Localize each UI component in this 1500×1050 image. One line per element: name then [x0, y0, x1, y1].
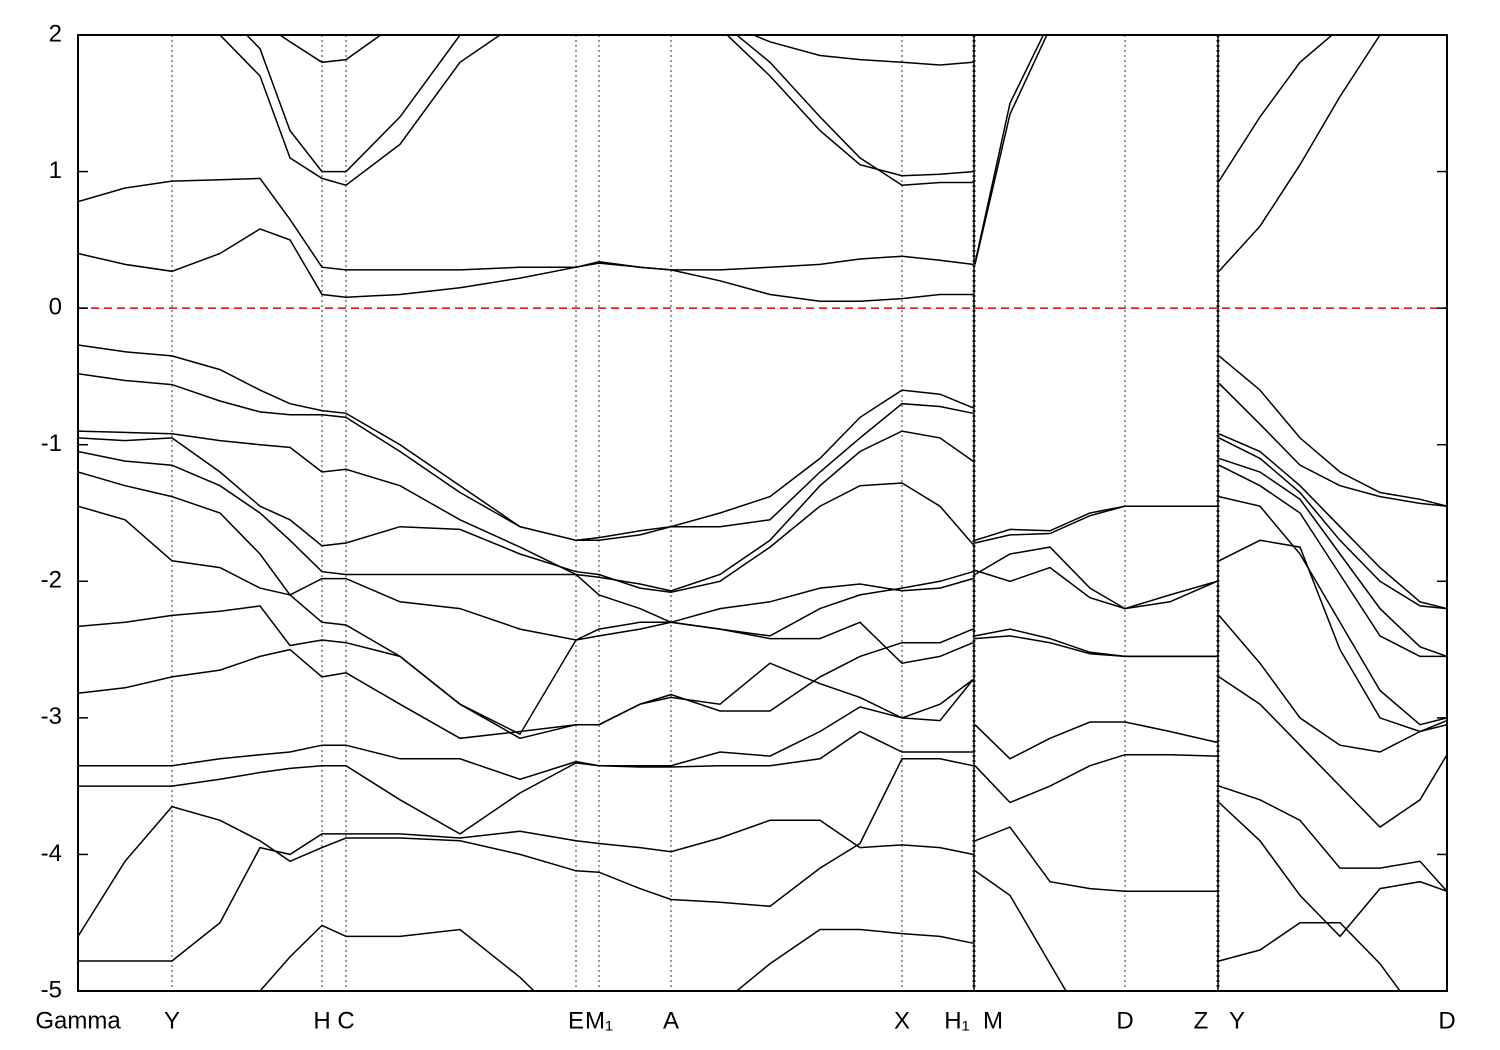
y-tick-label: -1	[41, 430, 62, 457]
x-tick-label: Gamma	[35, 1007, 121, 1034]
band-line	[78, 344, 1447, 542]
band-line	[78, 228, 973, 303]
band-line	[78, 539, 1447, 804]
band-line	[78, 437, 1447, 610]
x-tick-label: Y	[164, 1007, 180, 1034]
y-tick-label: -5	[41, 976, 62, 1003]
x-tick-label: D	[1438, 1007, 1455, 1034]
x-tick-label: M₁	[585, 1007, 613, 1034]
x-tick-label: E	[568, 1007, 584, 1034]
plot-area	[78, 35, 1447, 991]
band-line	[78, 676, 1447, 991]
band-line	[78, 495, 1447, 760]
band-line	[258, 924, 974, 991]
x-tick-label: M	[983, 1007, 1003, 1034]
band-line	[78, 758, 1447, 938]
x-tick-label: C	[337, 1007, 354, 1034]
y-tick-label: -4	[41, 840, 62, 867]
x-tick-label: Z	[1194, 1007, 1209, 1034]
band-line	[78, 730, 1447, 892]
band-line	[78, 464, 1447, 658]
x-tick-label: H	[313, 1007, 330, 1034]
band-line	[214, 35, 973, 187]
band-line	[78, 819, 1401, 991]
y-tick-label: -3	[41, 703, 62, 730]
y-tick-label: 1	[49, 157, 62, 184]
x-tick-label: X	[894, 1007, 910, 1034]
band-line	[78, 177, 974, 271]
band-line	[278, 35, 1334, 264]
band-line	[245, 35, 1382, 272]
band-line	[78, 450, 1447, 658]
band-line	[78, 614, 1447, 893]
plot-frame	[77, 34, 1448, 992]
y-tick-label: 0	[49, 293, 62, 320]
y-tick-label: -2	[41, 567, 62, 594]
x-tick-label: Y	[1229, 1007, 1245, 1034]
band-line	[78, 430, 1447, 610]
x-tick-label: A	[663, 1007, 679, 1034]
x-tick-label: D	[1116, 1007, 1133, 1034]
y-tick-label: 2	[49, 20, 62, 47]
x-tick-label: H₁	[944, 1007, 969, 1034]
band-line	[78, 372, 1447, 544]
